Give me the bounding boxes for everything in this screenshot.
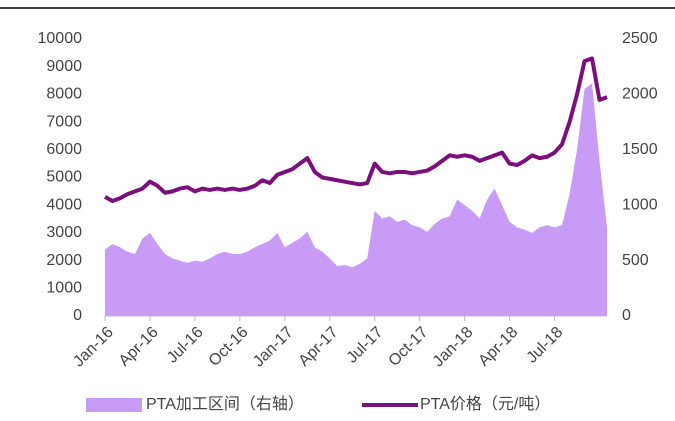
x-tick-label: Oct-16 — [206, 324, 252, 370]
x-tick-label: Jan-17 — [250, 324, 297, 371]
y2-tick-label: 1500 — [622, 141, 658, 158]
x-tick-label: Jul-18 — [524, 324, 567, 367]
x-tick-label: Jan-16 — [70, 324, 117, 371]
y2-tick-label: 2000 — [622, 86, 658, 103]
y2-tick-label: 2500 — [622, 30, 658, 47]
x-tick-label: Jul-16 — [164, 324, 207, 367]
x-tick-label: Jan-18 — [430, 324, 477, 371]
y-tick-label: 10000 — [38, 30, 83, 47]
y-tick-label: 1000 — [46, 280, 82, 297]
y2-tick-label: 1000 — [622, 196, 658, 213]
legend-swatch — [86, 398, 142, 412]
x-tick-label: Apr-17 — [296, 324, 342, 370]
y-tick-label: 2000 — [46, 252, 82, 269]
line — [104, 56, 608, 204]
x-tick-label: Oct-17 — [386, 324, 432, 370]
y-tick-label: 9000 — [46, 58, 82, 75]
y-tick-label: 7000 — [46, 113, 82, 130]
x-tick-label: Apr-18 — [475, 324, 521, 370]
y-tick-label: 8000 — [46, 86, 82, 103]
y-tick-label: 5000 — [46, 169, 82, 186]
legend-label: PTA加工区间（右轴） — [146, 395, 304, 413]
y-tick-label: 0 — [73, 307, 82, 324]
y2-tick-label: 0 — [622, 307, 631, 324]
x-tick-label: Apr-16 — [116, 324, 162, 370]
area — [105, 83, 607, 316]
legend-label: PTA价格（元/吨） — [420, 395, 550, 413]
y2-tick-label: 500 — [622, 252, 649, 269]
y-tick-label: 4000 — [46, 196, 82, 213]
x-tick-label: Jul-17 — [344, 324, 387, 367]
y-tick-label: 6000 — [46, 141, 82, 158]
y-tick-label: 3000 — [46, 224, 82, 241]
